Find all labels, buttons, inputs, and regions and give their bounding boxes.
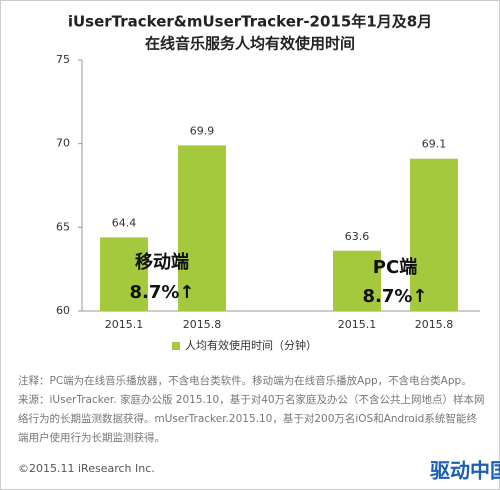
chart-title: iUserTracker&mUserTracker-2015年1月及8月 xyxy=(68,13,432,31)
annotation: 8.7%↑ xyxy=(362,286,427,307)
watermark: 驱动中国 xyxy=(430,459,500,483)
footnote: 络行为的长期监测数据获得。mUserTracker.2015.10，基于对200… xyxy=(18,412,477,425)
x-tick-label: 2015.1 xyxy=(105,318,144,331)
copyright: ©2015.11 iResearch Inc. xyxy=(18,462,155,475)
footnote: 端用户使用行为长期监测获得。 xyxy=(18,431,165,444)
bar xyxy=(410,158,458,311)
chart-subtitle: 在线音乐服务人均有效使用时间 xyxy=(145,35,355,53)
value-label: 64.4 xyxy=(112,216,137,229)
bar xyxy=(100,237,148,311)
y-tick-label: 75 xyxy=(56,53,70,66)
x-tick-label: 2015.8 xyxy=(415,318,454,331)
bar xyxy=(333,250,381,311)
value-label: 69.9 xyxy=(190,124,215,137)
value-label: 63.6 xyxy=(345,230,370,243)
legend-label: 人均有效使用时间（分钟） xyxy=(185,338,317,352)
x-tick-label: 2015.8 xyxy=(183,318,222,331)
bar xyxy=(178,145,226,311)
x-tick-label: 2015.1 xyxy=(338,318,377,331)
footnote: 来源：iUserTracker. 家庭办公版 2015.10，基于对40万名家庭… xyxy=(18,393,485,406)
value-label: 69.1 xyxy=(422,138,447,151)
legend-swatch xyxy=(172,342,180,350)
footnote: 注释：PC端为在线音乐播放器，不含电台类软件。移动端为在线音乐播放App，不含电… xyxy=(18,374,472,387)
y-tick-label: 70 xyxy=(56,137,70,150)
y-tick-label: 65 xyxy=(56,220,70,233)
annotation: 8.7%↑ xyxy=(129,282,194,303)
annotation: 移动端 xyxy=(135,251,189,273)
annotation: PC端 xyxy=(373,257,417,278)
y-tick-label: 60 xyxy=(56,304,70,317)
